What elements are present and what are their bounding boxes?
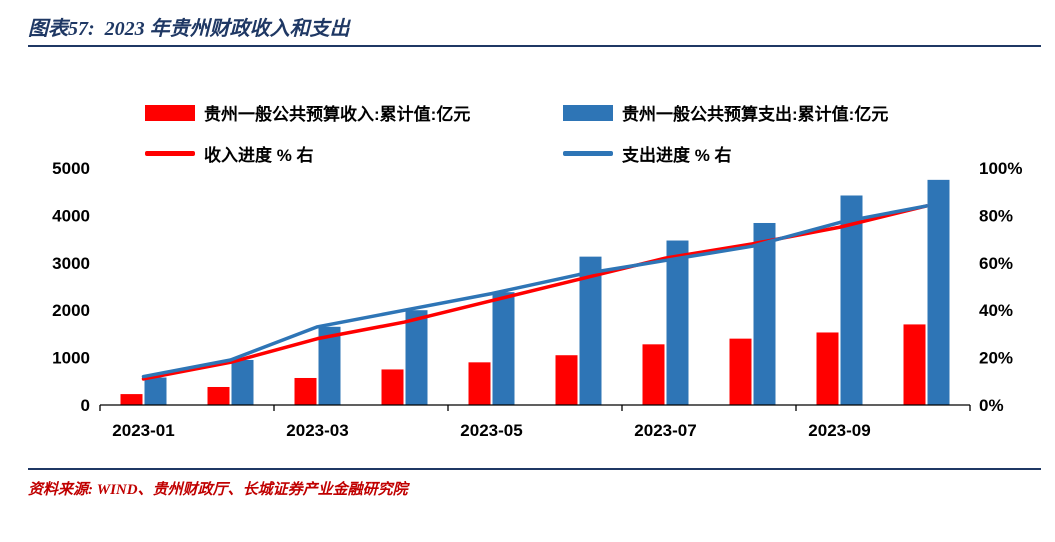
legend-item-revenue-line: 收入进度 % 右 [145, 141, 563, 166]
legend-item-expenditure-bar: 贵州一般公共预算支出:累计值:亿元 [563, 100, 975, 125]
source-note: 资料来源: WIND、贵州财政厅、长城证券产业金融研究院 [28, 482, 408, 498]
revenue-bar [120, 394, 143, 405]
left-axis-tick-label: 4000 [52, 206, 90, 225]
x-axis-label: 2023-01 [112, 421, 174, 440]
right-axis-tick-label: 80% [979, 206, 1013, 225]
legend-label-revenue-bar: 贵州一般公共预算收入:累计值:亿元 [204, 105, 471, 124]
revenue-bar [729, 338, 752, 405]
chart-legend: 贵州一般公共预算收入:累计值:亿元 贵州一般公共预算支出:累计值:亿元 收入进度… [145, 100, 975, 166]
legend-label-expenditure-line: 支出进度 % 右 [622, 146, 732, 165]
expenditure-bar [144, 377, 167, 405]
revenue-bar [207, 386, 230, 405]
x-axis-label: 2023-03 [286, 421, 348, 440]
revenue-bar [903, 324, 926, 405]
expenditure-bar [927, 179, 950, 405]
page-title: 图表57: 2023 年贵州财政收入和支出 [28, 18, 350, 40]
footer-divider [28, 468, 1041, 470]
left-axis-tick-label: 2000 [52, 301, 90, 320]
expenditure-bar [840, 195, 863, 405]
left-axis-tick-label: 0 [81, 396, 90, 415]
legend-item-expenditure-line: 支出进度 % 右 [563, 141, 975, 166]
right-axis-tick-label: 40% [979, 301, 1013, 320]
left-axis-tick-label: 5000 [52, 159, 90, 178]
expenditure-bar [231, 359, 254, 405]
x-axis-label: 2023-09 [808, 421, 870, 440]
legend-label-expenditure-bar: 贵州一般公共预算支出:累计值:亿元 [622, 105, 889, 124]
expenditure-progress-line [141, 204, 929, 379]
revenue-bar [555, 355, 578, 405]
expenditure-bar [579, 256, 602, 405]
revenue-line-swatch [145, 151, 195, 156]
legend-label-revenue-line: 收入进度 % 右 [204, 146, 314, 165]
revenue-bar [381, 369, 404, 405]
x-axis-label: 2023-07 [634, 421, 696, 440]
chart-plot-area: 0 1000 2000 3000 4000 5000 0% 20% 40% 60% 80% 100% 2… [52, 159, 1022, 440]
revenue-bar-swatch [145, 104, 195, 121]
left-axis-tick-label: 3000 [52, 254, 90, 273]
expenditure-bar [753, 222, 776, 405]
right-axis-tick-label: 20% [979, 349, 1013, 368]
legend-item-revenue-bar: 贵州一般公共预算收入:累计值:亿元 [145, 100, 563, 125]
expenditure-line-swatch [563, 151, 613, 156]
right-axis-tick-label: 100% [979, 159, 1022, 178]
left-axis-tick-label: 1000 [52, 349, 90, 368]
x-axis-label: 2023-05 [460, 421, 522, 440]
right-axis-tick-label: 0% [979, 396, 1004, 415]
expenditure-bar [405, 310, 428, 405]
title-divider [28, 45, 1041, 47]
revenue-bar [642, 344, 665, 405]
expenditure-bar-swatch [563, 104, 613, 121]
expenditure-bar [318, 326, 341, 405]
revenue-bar [816, 332, 839, 405]
revenue-bar [468, 362, 491, 405]
revenue-bar [294, 377, 317, 405]
right-axis-tick-label: 60% [979, 254, 1013, 273]
expenditure-bar [666, 240, 689, 405]
expenditure-bar [492, 292, 515, 405]
